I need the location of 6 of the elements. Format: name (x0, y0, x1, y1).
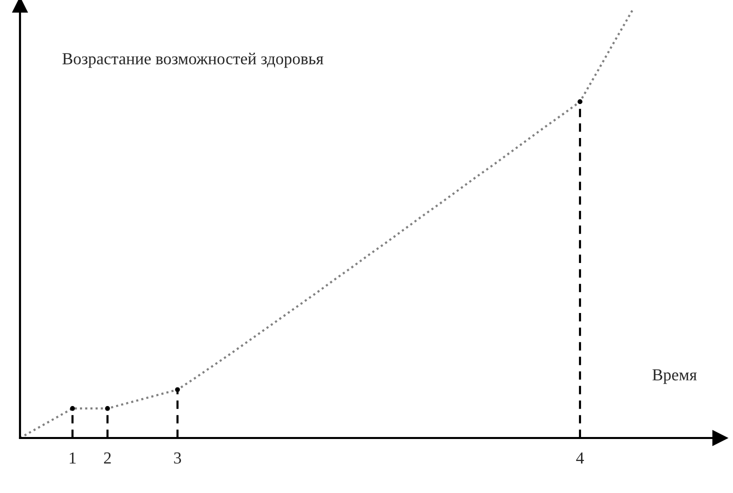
x-axis-title: Время (652, 369, 697, 384)
x-tick-label: 2 (104, 452, 111, 464)
x-tick-label: 1 (70, 452, 76, 464)
x-tick-label: 4 (576, 452, 584, 464)
x-tick-label: 3 (174, 452, 182, 464)
y-axis-title: Возрастание возможностей здоровья (62, 52, 324, 68)
